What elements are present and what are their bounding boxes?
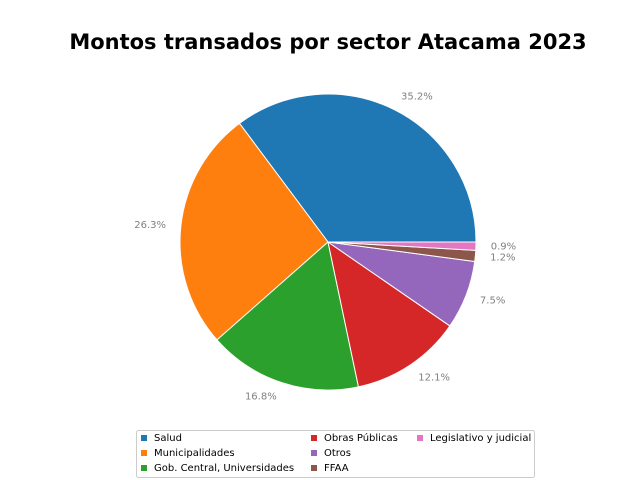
- percentage-labels: 35.2% 26.3% 16.8% 12.1% 7.5% 1.2%0.9%: [134, 91, 516, 402]
- pct-label-obras-publicas: 12.1%: [418, 373, 450, 384]
- legend-items: Salud Municipalidades Gob. Central, Univer…: [141, 432, 531, 474]
- pct-label-legislativo-y-judicial: 0.9%: [491, 242, 516, 253]
- pct-label-otros: 7.5%: [480, 296, 505, 307]
- legend-swatch-legislativo-y-judicial: [417, 435, 423, 441]
- pie-slice-obras-publicas: [327, 241, 451, 388]
- pct-label-salud: 35.2%: [401, 91, 433, 102]
- pct-label-ffaa: 1.2%: [490, 252, 515, 263]
- pie-slice-salud: [239, 93, 477, 243]
- legend-label-legislativo-y-judicial: Legislativo y judicial: [430, 433, 531, 444]
- legend-frame: [136, 430, 535, 478]
- pie-slice-municipalidades: [179, 122, 329, 341]
- legend: Salud Municipalidades Gob. Central, Univer…: [136, 430, 535, 478]
- legend-swatch-municipalidades: [141, 450, 147, 456]
- legend-swatch-otros: [311, 450, 317, 456]
- pie-slice-gob-central-universidades: [216, 241, 359, 391]
- pct-label-municipalidades: 26.3%: [134, 220, 166, 231]
- legend-label-gob-central-universidades: Gob. Central, Universidades: [154, 463, 294, 474]
- pct-label-gob-central-universidades: 16.8%: [245, 392, 277, 403]
- legend-swatch-obras-publicas: [311, 435, 317, 441]
- pie-slice-legislativo-y-judicial: [327, 241, 477, 251]
- legend-label-obras-publicas: Obras Públicas: [324, 432, 398, 444]
- chart-title: Montos transados por sector Atacama 2023: [69, 30, 586, 54]
- legend-label-salud: Salud: [154, 433, 182, 444]
- legend-swatch-ffaa: [311, 465, 317, 471]
- legend-swatch-salud: [141, 435, 147, 441]
- legend-label-otros: Otros: [324, 448, 351, 459]
- pie-slices: [179, 93, 477, 391]
- legend-swatch-gob-central-universidades: [141, 465, 147, 471]
- legend-label-municipalidades: Municipalidades: [154, 448, 235, 459]
- legend-label-ffaa: FFAA: [324, 463, 349, 474]
